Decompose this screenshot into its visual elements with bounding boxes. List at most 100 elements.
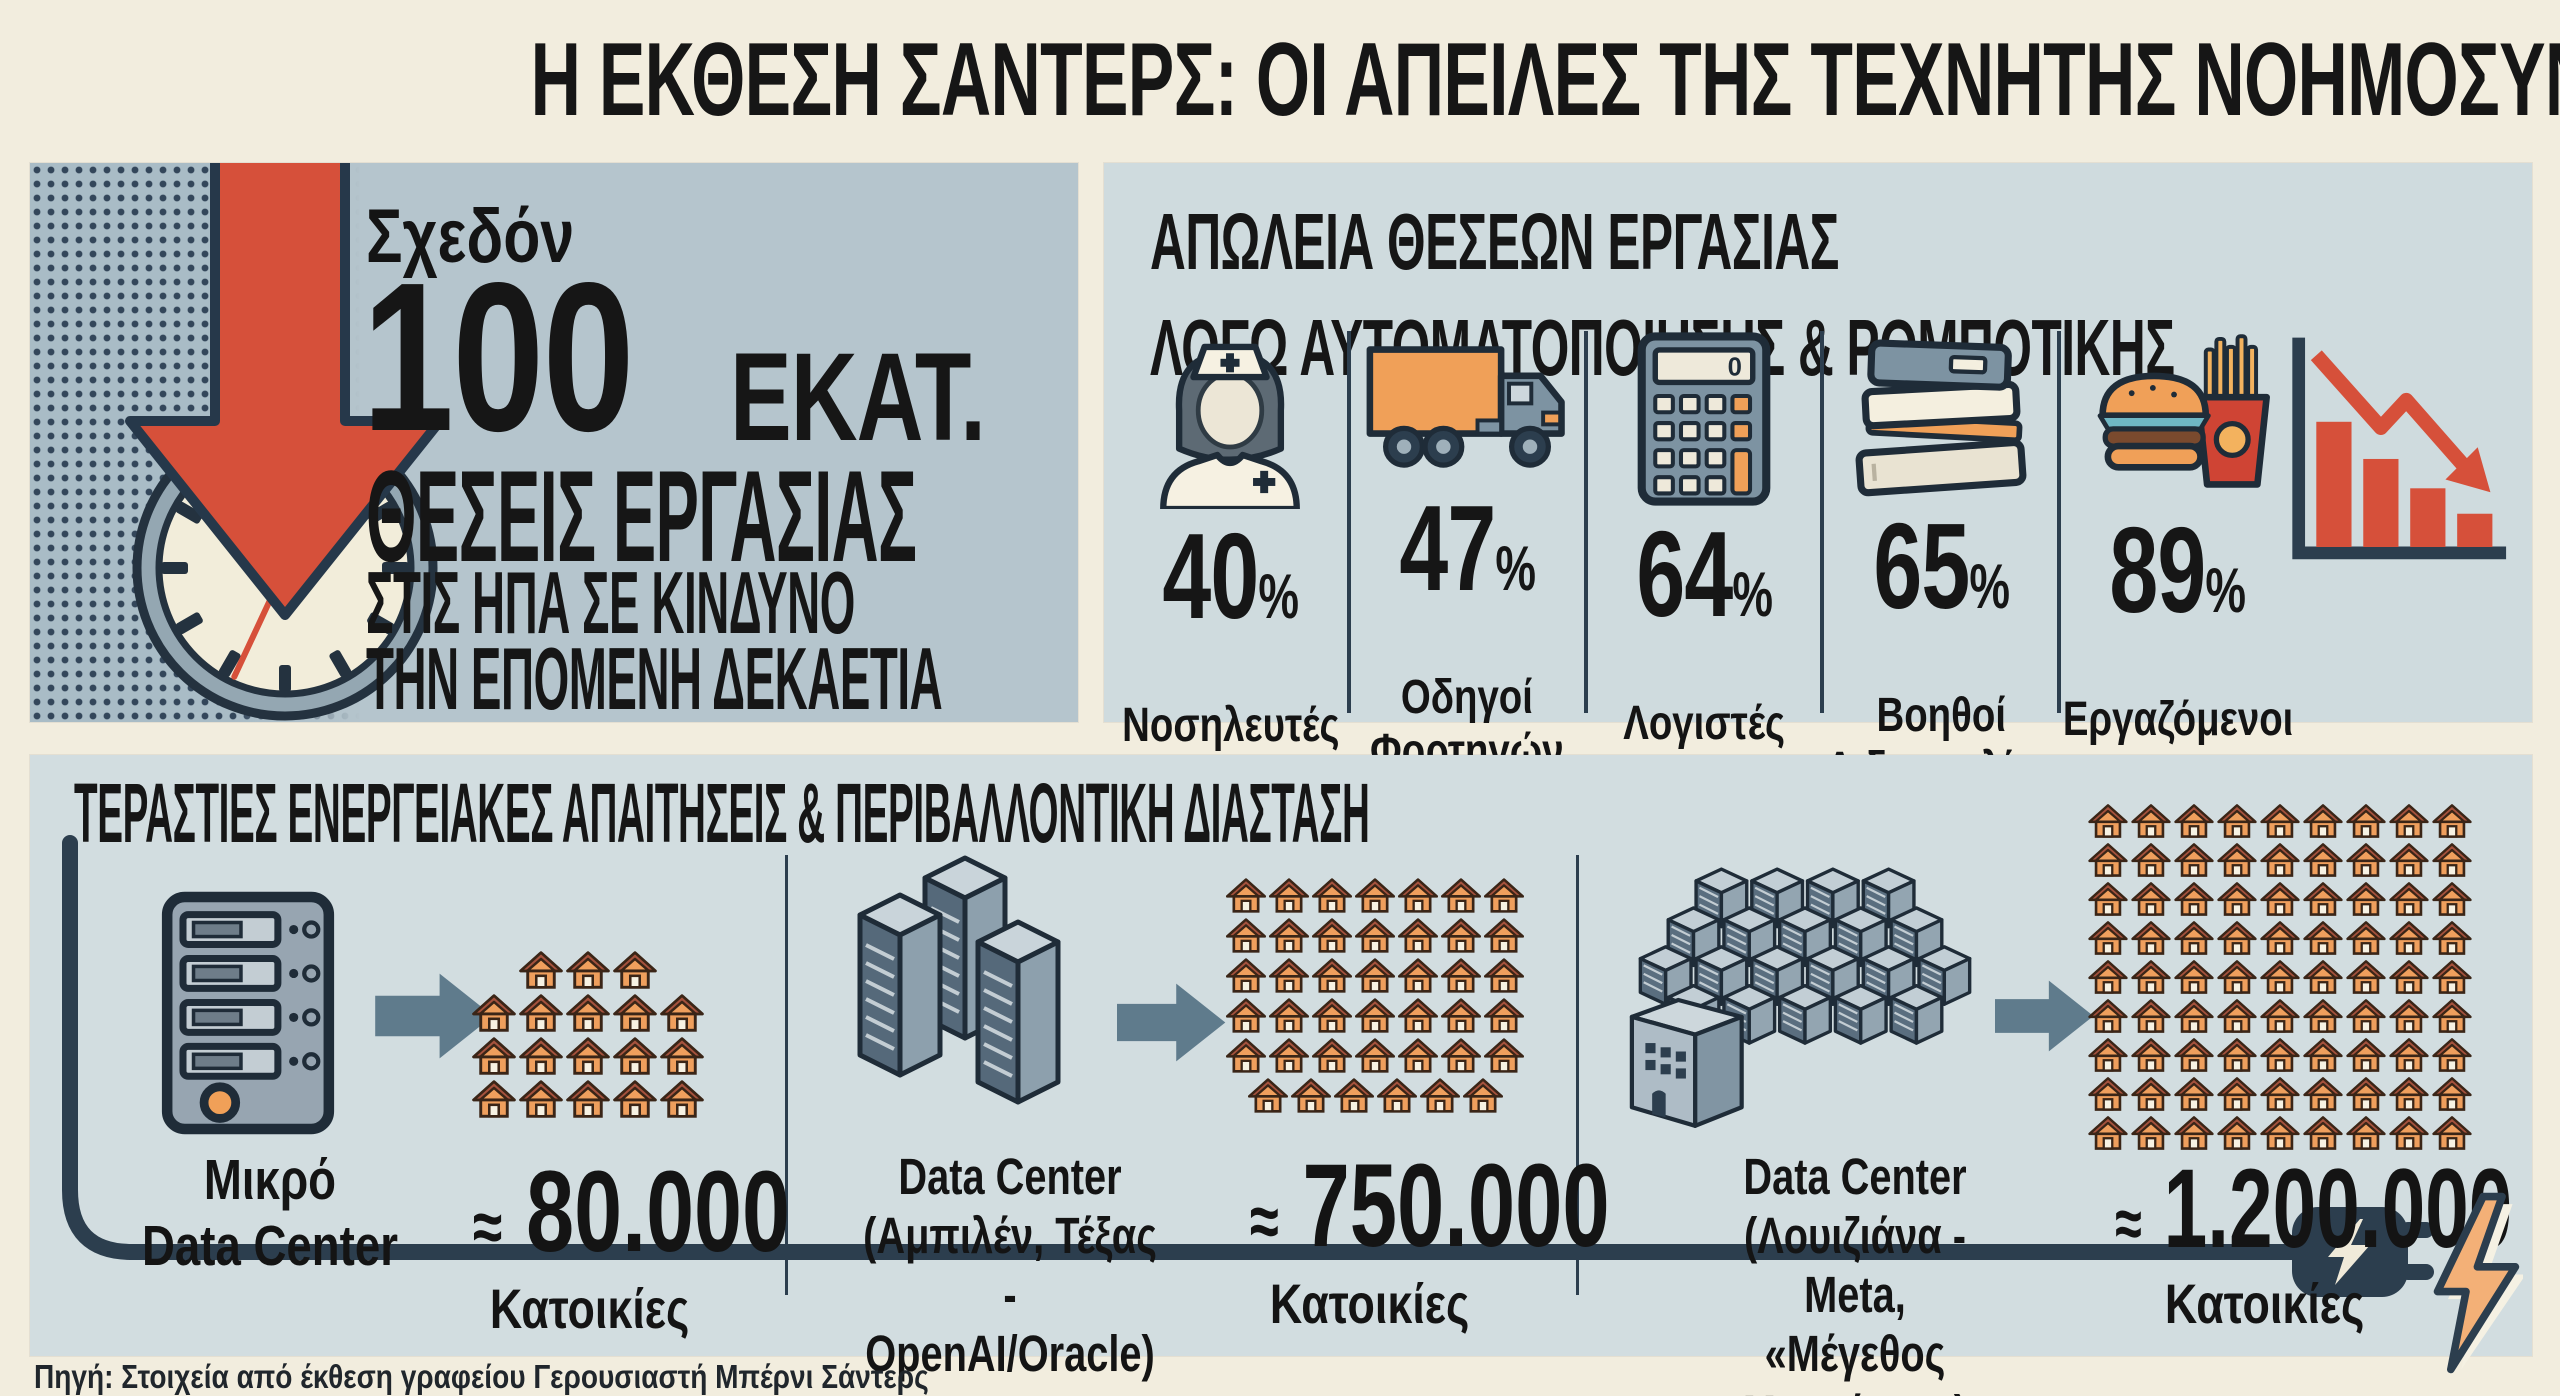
house-icon [2260,921,2300,955]
house-icon [660,1037,704,1075]
house-icon [2131,1116,2171,1150]
house-icon [2131,960,2171,994]
job-percent: 47% [1399,480,1536,616]
house-icon [1398,1038,1438,1073]
risk-line-3: ΤΗΝ ΕΠΟΜΕΝΗ ΔΕΚΑΕΤΙΑ [366,629,943,728]
house-icon [1247,1078,1288,1113]
house-icon [2389,882,2429,916]
truck-icon [1366,346,1565,468]
house-icon [2088,1038,2128,1072]
house-icon [2260,1116,2300,1150]
house-icon [2217,804,2257,838]
job-item-fastfood-workers: 89% Εργαζόμενοι σε Ταχυφαγεία [2057,331,2294,853]
house-icon [2346,1116,2386,1150]
house-icon [2303,999,2343,1033]
house-icon [2217,1038,2257,1072]
house-icon [2174,804,2214,838]
houses-pictogram [1220,877,1530,1114]
lightning-bolt-icon [2433,1192,2523,1374]
house-icon [2432,843,2472,877]
house-icon [2217,1116,2257,1150]
energy-panel-title: ΤΕΡΑΣΤΙΕΣ ΕΝΕΡΓΕΙΑΚΕΣ ΑΠΑΙΤΗΣΕΙΣ & ΠΕΡΙΒ… [74,766,1370,860]
houses-pictogram [2088,803,2472,1151]
house-icon [2131,999,2171,1033]
house-icon [2346,921,2386,955]
house-icon [2174,960,2214,994]
down-arrow-clock-icon [125,163,445,721]
house-icon [1376,1078,1417,1113]
house-icon [2131,804,2171,838]
house-icon [2389,1038,2429,1072]
house-icon [2088,1116,2128,1150]
house-icon [2260,882,2300,916]
house-icon [1462,1078,1503,1113]
house-icon [2260,999,2300,1033]
house-icon [1355,1038,1395,1073]
house-icon [1398,918,1438,953]
house-icon [1312,1038,1352,1073]
house-icon [1441,998,1481,1033]
equivalence-value: ≈ 1.200.000 Κατοικίες [2115,1146,2513,1336]
house-icon [1226,998,1266,1033]
source-note: Πηγή: Στοιχεία από έκθεση γραφείου Γερου… [34,1358,929,1395]
house-icon [566,951,610,989]
house-icon [2260,1077,2300,1111]
house-icon [2432,999,2472,1033]
house-icon [613,951,657,989]
house-icon [1226,958,1266,993]
house-icon [1269,958,1309,993]
house-icon [1484,998,1524,1033]
job-percent: 40% [1162,508,1300,644]
house-icon [2389,921,2429,955]
house-icon [2389,1116,2429,1150]
house-icon [1441,918,1481,953]
house-icon [2346,999,2386,1033]
house-icon [2217,882,2257,916]
risk-big-number-unit: ΕΚΑΤ. [730,328,986,467]
house-icon [660,1080,704,1118]
house-icon [1484,918,1524,953]
house-icon [1226,878,1266,913]
right-arrow-icon [1117,983,1226,1062]
jobs-list: 40% Νοσηλευτές [1114,331,2294,853]
datacenter-label: Data Center (Αμπιλέν, Τέξας - OpenAI/Ora… [863,1148,1157,1383]
house-icon [2088,882,2128,916]
house-icon [2217,843,2257,877]
house-icon [2217,921,2257,955]
job-label: Λογιστές [1623,696,1785,750]
house-icon [2174,921,2214,955]
page-title: Η ΕΚΘΕΣΗ ΣΑΝΤΕΡΣ: ΟΙ ΑΠΕΙΛΕΣ ΤΗΣ ΤΕΧΝΗΤΗ… [0,28,2560,132]
house-icon [519,951,563,989]
house-icon [613,994,657,1032]
house-icon [1355,998,1395,1033]
house-icon [519,994,563,1032]
equivalence-value: ≈ 80.000 Κατοικίες [472,1148,790,1341]
books-icon [1855,339,2027,497]
house-icon [2432,1116,2472,1150]
job-item-accountants: 0 64% Λογιστές [1583,331,1821,750]
house-icon [2346,960,2386,994]
house-icon [2389,843,2429,877]
house-icon [660,994,704,1032]
fastfood-icon [2097,334,2270,488]
house-icon [1441,958,1481,993]
house-icon [2217,1077,2257,1111]
house-icon [2131,882,2171,916]
energy-panel: ΤΕΡΑΣΤΙΕΣ ΕΝΕΡΓΕΙΑΚΕΣ ΑΠΑΙΤΗΣΕΙΣ & ΠΕΡΙΒ… [30,755,2532,1396]
house-icon [2088,960,2128,994]
house-icon [472,1037,516,1075]
house-icon [2432,882,2472,916]
house-icon [2303,1077,2343,1111]
house-icon [2174,1077,2214,1111]
datacenter-complex-icon [1629,867,1972,1128]
house-icon [2131,921,2171,955]
house-icon [1484,958,1524,993]
nurse-icon [1160,343,1301,509]
house-icon [2174,1116,2214,1150]
house-icon [2346,1038,2386,1072]
risk-lead: Σχεδόν [366,194,575,279]
right-arrow-icon [1995,980,2094,1052]
house-icon [1398,998,1438,1033]
house-icon [613,1037,657,1075]
house-icon [2346,882,2386,916]
